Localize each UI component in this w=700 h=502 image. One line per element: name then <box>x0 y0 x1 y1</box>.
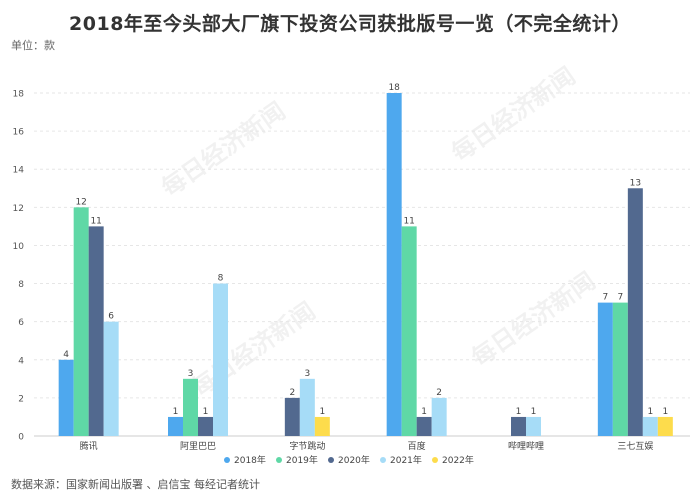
bar <box>103 321 119 436</box>
bar-value-label: 12 <box>75 197 86 207</box>
bar-value-label: 1 <box>647 407 653 417</box>
bar-value-label: 1 <box>516 407 522 417</box>
y-tick-label: 10 <box>13 242 25 252</box>
y-tick-label: 16 <box>13 128 25 138</box>
legend-marker <box>276 457 282 463</box>
y-tick-label: 4 <box>18 356 24 366</box>
x-category-label: 字节跳动 <box>289 440 325 452</box>
bar <box>612 302 628 436</box>
bar-value-label: 1 <box>531 407 537 417</box>
bar-value-label: 6 <box>108 312 114 322</box>
bar <box>213 283 228 436</box>
bar-value-label: 11 <box>403 216 414 226</box>
bar-value-label: 1 <box>319 407 325 417</box>
legend-marker <box>380 457 386 463</box>
source-note: 数据来源：国家新闻出版署 、启信宝 每经记者统计 <box>11 478 260 491</box>
y-tick-label: 8 <box>18 280 24 290</box>
bar-value-label: 3 <box>304 369 310 379</box>
y-tick-label: 2 <box>18 394 24 404</box>
legend-marker <box>432 457 438 463</box>
legend-marker <box>328 457 334 463</box>
bar <box>386 93 402 436</box>
legend-label: 2022年 <box>442 454 474 466</box>
bar-value-label: 1 <box>173 407 179 417</box>
bar <box>168 416 183 436</box>
bar <box>58 359 74 436</box>
bar-value-label: 7 <box>602 293 608 303</box>
bar <box>416 416 432 436</box>
bar <box>627 188 643 436</box>
legend-marker <box>224 457 230 463</box>
bar <box>299 378 315 436</box>
bar <box>597 302 613 436</box>
bar-value-label: 2 <box>436 388 442 398</box>
unit-label: 单位：款 <box>11 39 55 52</box>
bar-value-label: 8 <box>218 274 224 284</box>
bar <box>73 207 89 436</box>
bar <box>511 416 526 436</box>
bar-value-label: 1 <box>662 407 668 417</box>
bar <box>401 226 417 436</box>
legend-label: 2021年 <box>390 454 422 466</box>
x-category-label: 三七互娱 <box>617 440 653 452</box>
bar <box>183 378 198 436</box>
y-tick-label: 0 <box>18 433 24 443</box>
bar <box>657 416 673 436</box>
bar <box>88 226 104 436</box>
bar-value-label: 1 <box>203 407 209 417</box>
bar-value-label: 2 <box>289 388 295 398</box>
bar <box>284 397 300 436</box>
bar <box>314 416 330 436</box>
bar-value-label: 18 <box>388 83 400 93</box>
bar <box>526 416 541 436</box>
bar-value-label: 11 <box>90 216 101 226</box>
bar <box>431 397 447 436</box>
bar <box>198 416 213 436</box>
legend-label: 2019年 <box>286 454 318 466</box>
bar-value-label: 3 <box>188 369 194 379</box>
legend-label: 2020年 <box>338 454 370 466</box>
y-tick-label: 14 <box>13 166 25 176</box>
x-category-label: 腾讯 <box>80 440 98 452</box>
x-category-label: 阿里巴巴 <box>180 441 216 452</box>
y-tick-label: 18 <box>13 90 25 100</box>
bar <box>642 416 658 436</box>
x-category-label: 百度 <box>408 440 426 452</box>
y-tick-label: 12 <box>13 204 24 214</box>
legend-label: 2018年 <box>234 454 266 466</box>
bar-value-label: 7 <box>617 293 623 303</box>
bar-value-label: 13 <box>630 178 641 188</box>
x-category-label: 哔哩哔哩 <box>508 441 544 452</box>
bar-value-label: 1 <box>421 407 427 417</box>
chart-title: 2018年至今头部大厂旗下投资公司获批版号一览（不完全统计） <box>69 13 631 35</box>
bar-value-label: 4 <box>63 350 69 360</box>
y-tick-label: 6 <box>18 318 24 328</box>
